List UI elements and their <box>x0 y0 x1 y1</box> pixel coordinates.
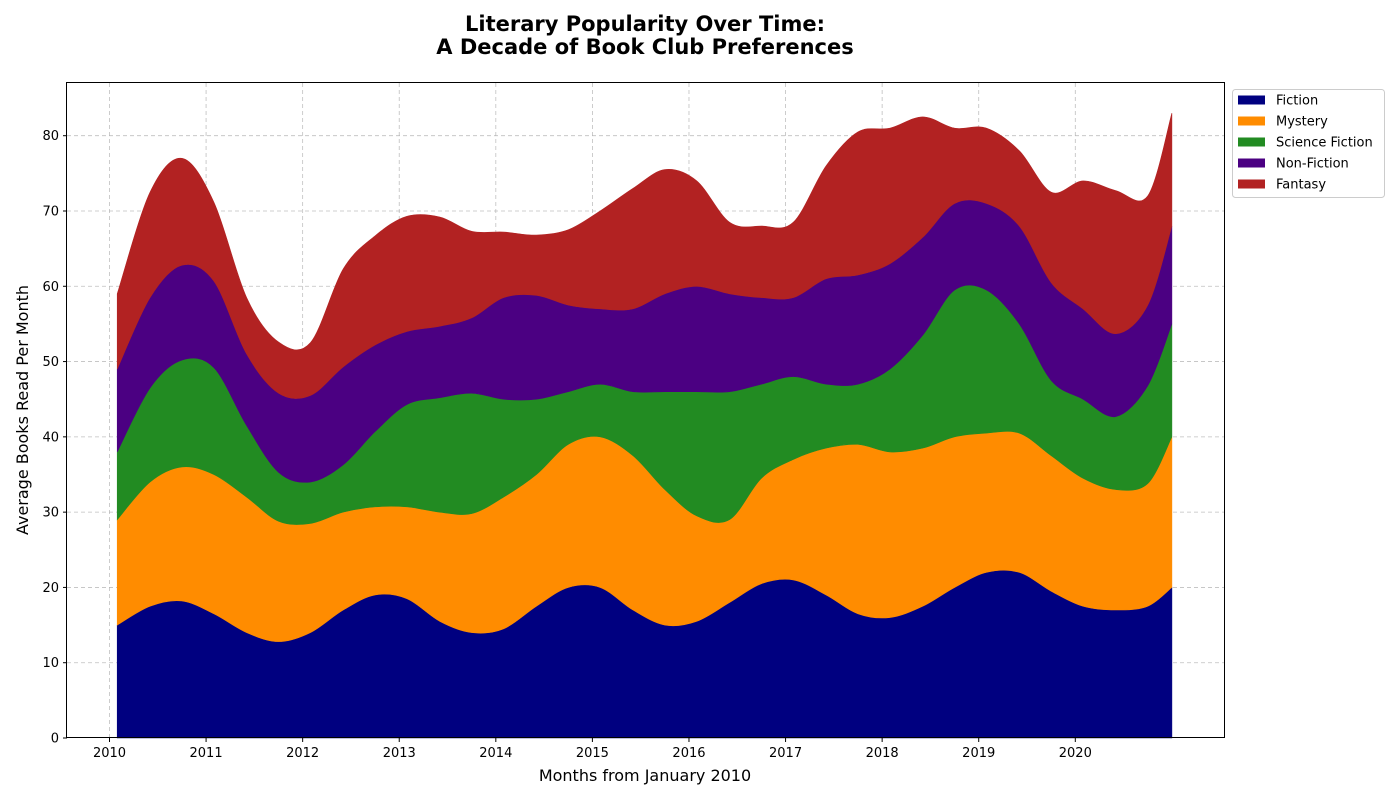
chart-title: Literary Popularity Over Time: A Decade … <box>436 12 853 59</box>
legend-swatch-non-fiction <box>1238 158 1265 168</box>
legend-label-non-fiction: Non-Fiction <box>1276 157 1349 172</box>
y-tick-label-80: 80 <box>42 129 59 144</box>
x-tick-label-2019: 2019 <box>962 746 995 761</box>
legend-frame <box>1232 89 1385 198</box>
x-tick-label-2012: 2012 <box>286 746 319 761</box>
x-tick-label-2016: 2016 <box>672 746 705 761</box>
x-tick-label-2018: 2018 <box>866 746 899 761</box>
legend-label-mystery: Mystery <box>1276 115 1328 130</box>
chart-title-line-1: Literary Popularity Over Time: <box>465 12 825 36</box>
x-tick-label-2017: 2017 <box>769 746 802 761</box>
chart-title-line-2: A Decade of Book Club Preferences <box>436 35 853 59</box>
x-tick-label-2015: 2015 <box>576 746 609 761</box>
y-tick-label-10: 10 <box>42 656 59 671</box>
plot-areas <box>116 113 1173 739</box>
legend: Fiction Mystery Science Fiction Non-Fiction… <box>1232 89 1385 198</box>
legend-swatch-science-fiction <box>1238 137 1265 147</box>
y-tick-label-70: 70 <box>42 204 59 219</box>
x-tick-label-2011: 2011 <box>190 746 223 761</box>
area-fantasy <box>116 113 1173 399</box>
y-tick-label-60: 60 <box>42 280 59 295</box>
y-tick-label-20: 20 <box>42 581 59 596</box>
legend-label-fiction: Fiction <box>1276 94 1318 109</box>
x-axis-ticks: 2010 2011 2012 2013 2014 2015 2016 2017 2018 2019… <box>93 738 1092 761</box>
y-tick-label-50: 50 <box>42 355 59 370</box>
legend-label-fantasy: Fantasy <box>1276 178 1326 193</box>
y-tick-label-0: 0 <box>51 732 59 747</box>
y-axis-ticks: 0 10 20 30 40 50 60 70 80 <box>42 129 67 747</box>
x-tick-label-2013: 2013 <box>383 746 416 761</box>
legend-swatch-mystery <box>1238 116 1265 126</box>
y-axis-label: Average Books Read Per Month <box>13 285 32 535</box>
y-tick-label-30: 30 <box>42 506 59 521</box>
x-tick-label-2020: 2020 <box>1059 746 1092 761</box>
legend-label-science-fiction: Science Fiction <box>1276 136 1373 151</box>
x-axis-label: Months from January 2010 <box>539 766 751 785</box>
legend-swatch-fantasy <box>1238 179 1265 189</box>
plot-frame <box>66 82 1225 738</box>
legend-swatch-fiction <box>1238 95 1265 105</box>
y-tick-label-40: 40 <box>42 430 59 445</box>
x-tick-label-2014: 2014 <box>479 746 512 761</box>
x-tick-label-2010: 2010 <box>93 746 126 761</box>
